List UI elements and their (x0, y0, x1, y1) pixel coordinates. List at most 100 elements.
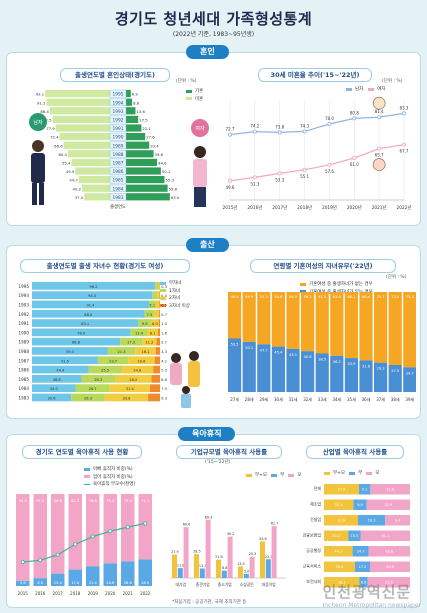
data-label: 24.7 (406, 371, 414, 375)
bar-no-children (330, 292, 344, 356)
bar-segment-2 (370, 561, 410, 572)
bar-segment-0 (32, 309, 145, 318)
data-label: 22.3 (265, 555, 273, 559)
data-label: 59.3 (66, 350, 74, 354)
bar-unmarried (49, 107, 110, 115)
data-label: 36.2 (333, 360, 341, 364)
female-badge (191, 119, 209, 137)
y-tick-label: 1987 (18, 358, 29, 363)
data-label: 55.1 (300, 174, 309, 179)
y-tick-label: 전체 (314, 485, 322, 491)
bar-segment-0 (32, 291, 153, 299)
data-point (352, 156, 357, 161)
bar-segment-1 (155, 282, 159, 290)
data-label: 26.7 (89, 387, 97, 391)
bar-segment-1 (355, 561, 371, 572)
x-tick-label: 2021년 (372, 204, 387, 211)
x-tick-label: 38세 (391, 396, 400, 402)
x-tick-label: 2017 (53, 591, 64, 596)
x-tick-label: 34세 (332, 396, 341, 402)
chart-children: 1995 96.2 0.3 1994 94.0 0.4 1993 91.4 5.1 0.5 1992… (18, 282, 200, 408)
data-label: 46.5 (231, 295, 239, 299)
year-label: 1991 (113, 126, 124, 132)
data-label: 11.2 (145, 341, 153, 345)
data-label: 15.5 (351, 534, 359, 538)
data-label: 5.6 (20, 581, 26, 585)
legend-yearly: 아빠 휴직자 비중(%) 엄마 휴직자 비중(%) 육아휴직 부모수(천명) (84, 466, 135, 489)
bar-no-children (271, 292, 285, 347)
data-label: 78.6 (89, 499, 98, 503)
data-label: 80.8 (350, 110, 359, 115)
bar-father-share (33, 578, 47, 586)
data-point (38, 558, 43, 563)
data-label: 13.9 (237, 562, 245, 566)
legend-children: 무자녀 1자녀 2자녀 3자녀 이상 (160, 280, 190, 310)
value-label-unmarried: 49.9 (66, 169, 75, 174)
year-box (109, 141, 127, 149)
bar-segment-0 (32, 356, 98, 365)
data-label: 26.3 (84, 397, 92, 401)
female-face-icon (372, 158, 386, 171)
bar-segment-1 (130, 328, 148, 337)
section-tab-birth: 출산 (186, 238, 229, 252)
data-label: 9.9 (357, 503, 363, 507)
data-label: 9.1 (362, 488, 368, 492)
bar-segment-0 (324, 577, 360, 588)
data-label: 8.5 (37, 581, 43, 585)
bar-with-children (374, 362, 388, 392)
page-title: 경기도 청년세대 가족형성통계 (114, 10, 313, 28)
bar-no-children (301, 292, 315, 352)
value-label-unmarried: 55.4 (62, 161, 71, 166)
data-label: 91.4 (86, 304, 95, 308)
y-tick-label: 건설업 (310, 516, 321, 522)
bar-segment-0 (32, 393, 72, 402)
x-tick-label: 39세 (405, 396, 414, 402)
data-label: 76.9 (77, 331, 86, 335)
x-tick-label: 2015년 (223, 204, 238, 211)
newspaper-watermark: 인천광역신문 Incheon Metropolitan newspaper (322, 583, 421, 609)
bar-segment-0 (32, 375, 82, 383)
year-label: 1994 (113, 100, 124, 106)
bar-segment-2 (158, 282, 160, 290)
data-label: 28.5 (193, 550, 201, 554)
data-label: 72.7 (226, 127, 235, 132)
y-tick-label: 1993 (18, 303, 29, 308)
bar-segment-2 (385, 515, 410, 526)
data-label: 30.6 (48, 397, 57, 401)
data-label: 24.6 (106, 581, 115, 585)
year-box (109, 98, 127, 107)
data-label: 53.5 (231, 343, 239, 347)
data-label: 94.4 (19, 499, 28, 503)
value-label-married: 27.6 (146, 135, 155, 140)
data-label: 50.1 (245, 346, 253, 350)
female-label: 여자 (195, 125, 205, 132)
data-point (377, 146, 382, 151)
data-label: 10.3 (368, 519, 376, 523)
value-label-unmarried: 37.0 (75, 195, 84, 200)
bar-segment-0 (32, 328, 131, 337)
bar-unmarried (59, 133, 110, 141)
bar-segment-2 (104, 393, 149, 402)
year-label: 1988 (113, 152, 124, 158)
y-tick-label: 제조업 (310, 501, 321, 507)
bar-no-children (344, 292, 358, 359)
data-label: 83.1 (81, 322, 89, 326)
bar-unmarried (45, 90, 110, 98)
child-body-icon (181, 394, 191, 408)
data-label: 73.8 (275, 124, 284, 129)
bar-mother-share (138, 494, 152, 560)
bar-no-children (242, 292, 256, 342)
year-label: 1987 (113, 161, 124, 167)
y-tick-label: 교육서비스 (303, 563, 322, 569)
bar-2 (227, 536, 233, 578)
female-body-icon (193, 159, 207, 187)
year-label: 1986 (113, 169, 124, 175)
bar-2 (249, 556, 255, 578)
bar-married (126, 158, 158, 166)
panel-title-marital: 출생연도별 혼인상태(경기도) (60, 68, 170, 82)
data-label: 57.6 (325, 169, 334, 174)
bar-segment-3 (156, 337, 160, 346)
bar-no-children (257, 292, 271, 345)
data-label: 67.7 (400, 149, 409, 154)
value-label-unmarried: 93.1 (36, 92, 45, 97)
